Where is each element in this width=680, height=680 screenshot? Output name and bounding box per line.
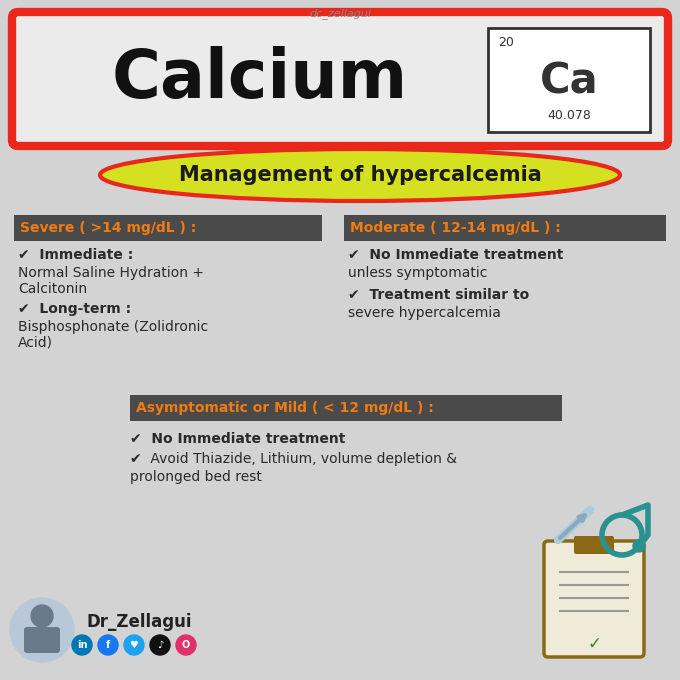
Text: Ca: Ca bbox=[540, 61, 598, 103]
Text: Asymptomatic or Mild ( < 12 mg/dL ) :: Asymptomatic or Mild ( < 12 mg/dL ) : bbox=[136, 401, 434, 415]
FancyBboxPatch shape bbox=[24, 627, 60, 653]
FancyBboxPatch shape bbox=[130, 395, 562, 421]
Text: Normal Saline Hydration +: Normal Saline Hydration + bbox=[18, 266, 204, 280]
Circle shape bbox=[633, 540, 645, 552]
Circle shape bbox=[72, 635, 92, 655]
Text: O: O bbox=[182, 640, 190, 650]
Text: ✔  Avoid Thiazide, Lithium, volume depletion &: ✔ Avoid Thiazide, Lithium, volume deplet… bbox=[130, 452, 457, 466]
FancyBboxPatch shape bbox=[14, 215, 322, 241]
Text: ✔  Immediate :: ✔ Immediate : bbox=[18, 248, 133, 262]
Circle shape bbox=[31, 605, 53, 627]
Text: ✔  Long-term :: ✔ Long-term : bbox=[18, 302, 131, 316]
Ellipse shape bbox=[100, 149, 620, 201]
Text: ♥: ♥ bbox=[130, 640, 138, 650]
Circle shape bbox=[98, 635, 118, 655]
Text: ✔  No Immediate treatment: ✔ No Immediate treatment bbox=[348, 248, 563, 262]
Text: prolonged bed rest: prolonged bed rest bbox=[130, 470, 262, 484]
FancyBboxPatch shape bbox=[544, 541, 644, 657]
FancyBboxPatch shape bbox=[488, 28, 650, 132]
Text: ✓: ✓ bbox=[587, 635, 601, 653]
Text: Severe ( >14 mg/dL ) :: Severe ( >14 mg/dL ) : bbox=[20, 221, 197, 235]
Text: Dr_Zellagui: Dr_Zellagui bbox=[86, 613, 192, 631]
FancyBboxPatch shape bbox=[574, 536, 614, 554]
Circle shape bbox=[176, 635, 196, 655]
Text: Management of hypercalcemia: Management of hypercalcemia bbox=[179, 165, 541, 185]
Circle shape bbox=[10, 598, 74, 662]
Circle shape bbox=[150, 635, 170, 655]
FancyBboxPatch shape bbox=[12, 12, 668, 146]
FancyBboxPatch shape bbox=[344, 215, 666, 241]
Text: f: f bbox=[106, 640, 110, 650]
Text: 40.078: 40.078 bbox=[547, 109, 591, 122]
Text: Calcium: Calcium bbox=[112, 46, 408, 112]
Text: ✔  No Immediate treatment: ✔ No Immediate treatment bbox=[130, 432, 345, 446]
Text: Bisphosphonate (Zolidronic: Bisphosphonate (Zolidronic bbox=[18, 320, 208, 334]
Text: severe hypercalcemia: severe hypercalcemia bbox=[348, 306, 501, 320]
Text: dc_zellagui: dc_zellagui bbox=[309, 8, 371, 19]
Text: in: in bbox=[77, 640, 87, 650]
Text: unless symptomatic: unless symptomatic bbox=[348, 266, 488, 280]
Text: ✔  Treatment similar to: ✔ Treatment similar to bbox=[348, 288, 529, 302]
Text: ♪: ♪ bbox=[157, 640, 163, 650]
Circle shape bbox=[124, 635, 144, 655]
Text: Moderate ( 12-14 mg/dL ) :: Moderate ( 12-14 mg/dL ) : bbox=[350, 221, 561, 235]
Text: 20: 20 bbox=[498, 36, 514, 49]
Text: Calcitonin: Calcitonin bbox=[18, 282, 87, 296]
Text: Acid): Acid) bbox=[18, 336, 53, 350]
